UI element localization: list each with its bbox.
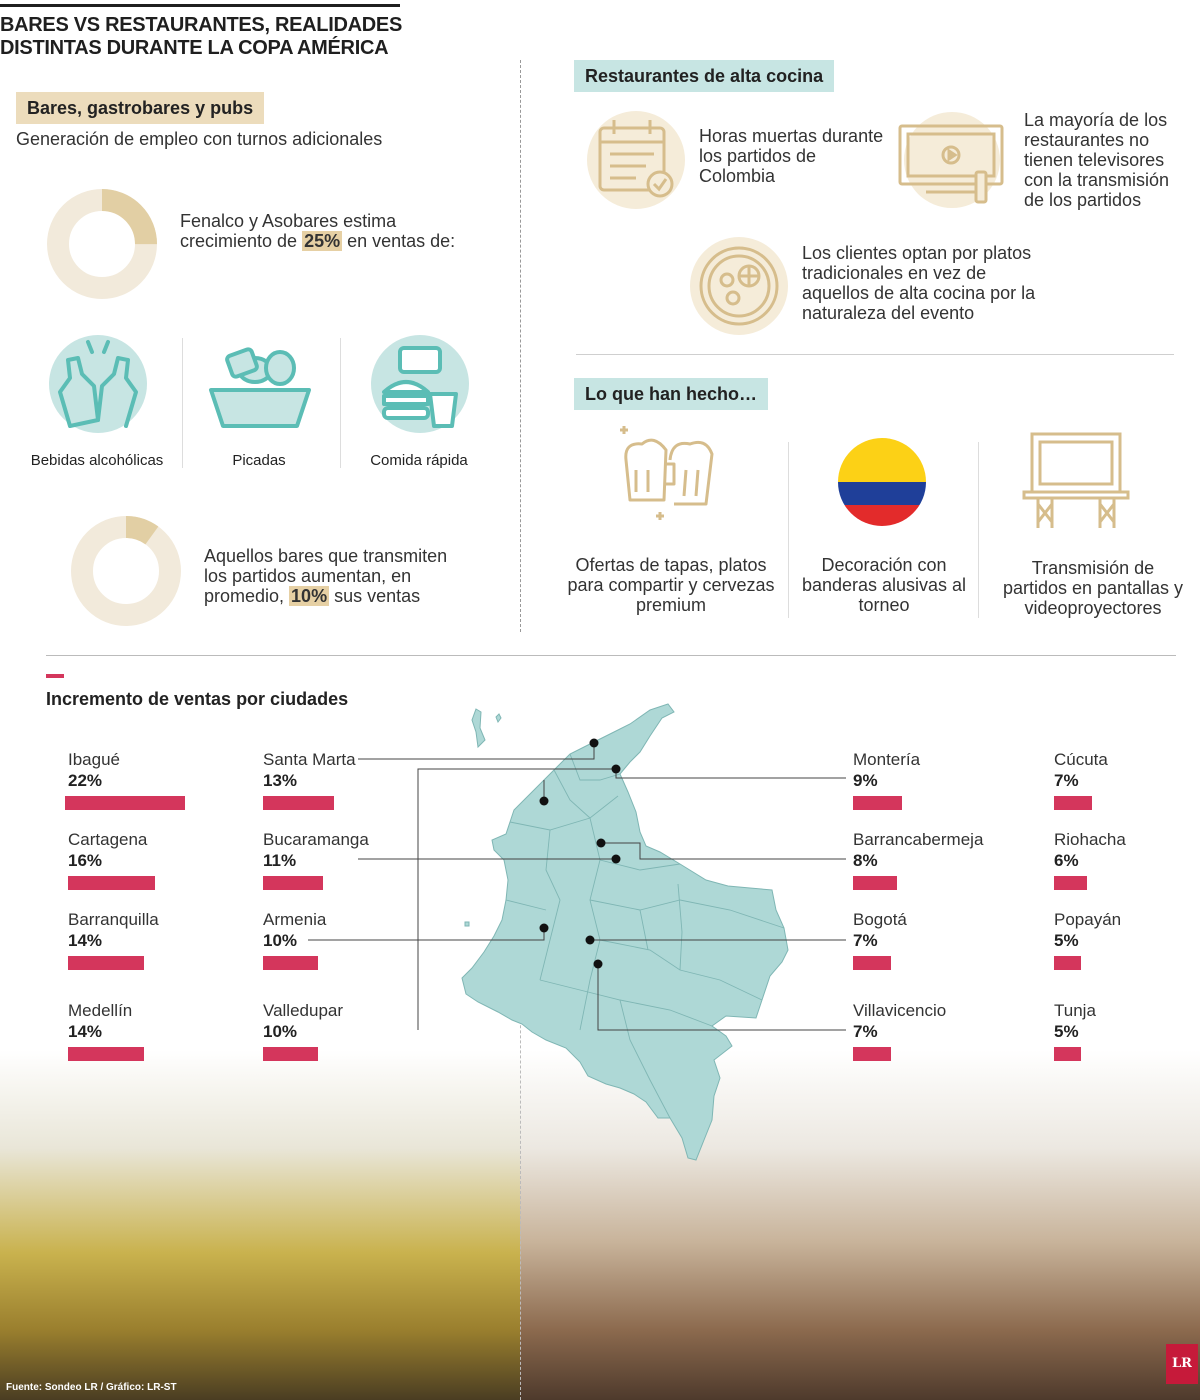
city-label: Tunja	[1054, 1001, 1096, 1020]
city-label: Santa Marta	[263, 750, 356, 769]
chart-title: Incremento de ventas por ciudades	[46, 689, 349, 709]
city-value-label: 11%	[263, 851, 297, 870]
city-value-label: 7%	[853, 931, 878, 950]
section-rule	[576, 354, 1174, 355]
bars-tag: Bares, gastrobares y pubs	[16, 92, 265, 124]
icon-divider	[182, 338, 183, 468]
city-value-label: 5%	[1054, 1022, 1079, 1041]
stat1-text: Fenalco y Asobares estima crecimiento de…	[180, 211, 456, 251]
city-label: Medellín	[68, 1001, 133, 1020]
city-bar	[1054, 876, 1087, 890]
city-value-label: 5%	[1054, 931, 1079, 950]
city-bar	[263, 1047, 318, 1061]
action-item-text: Ofertas de tapas, platos para compartir …	[567, 555, 775, 615]
city-label: Barrancabermeja	[853, 830, 984, 849]
city-label: Villavicencio	[853, 1001, 947, 1020]
restaurant-item-text: La mayoría de los restaurantes no tienen…	[1024, 110, 1170, 210]
action-item-text: Transmisión de partidos en pantallas y v…	[1002, 558, 1184, 618]
section-divider	[520, 60, 521, 632]
city-value-label: 8%	[853, 851, 878, 870]
city-bar	[263, 796, 334, 810]
city-value-label: 7%	[1054, 771, 1079, 790]
city-label: Popayán	[1054, 910, 1122, 929]
icon-divider	[788, 442, 789, 618]
calendar-icon	[587, 111, 685, 209]
icon-label: Comida rápida	[370, 452, 468, 469]
beer-mugs-icon	[620, 426, 714, 520]
restaurants-tag: Restaurantes de alta cocina	[574, 60, 835, 92]
actions-tag: Lo que han hecho…	[574, 378, 769, 410]
stat2-highlight: 10%	[289, 586, 330, 606]
city-value-label: 14%	[68, 1022, 103, 1041]
city-bar-chart: Ibagué 22% Cartagena 16% Barranquilla 14% Mede…	[65, 750, 1126, 1061]
tv-icon	[898, 112, 1004, 208]
city-label: Cartagena	[68, 830, 148, 849]
stat1-highlight: 25%	[302, 231, 343, 251]
city-label: Riohacha	[1054, 830, 1126, 849]
city-bar	[853, 876, 897, 890]
city-bar	[1054, 796, 1092, 810]
city-bar	[68, 956, 144, 970]
city-bar	[1054, 1047, 1081, 1061]
source-note: Fuente: Sondeo LR / Gráfico: LR-ST	[6, 1382, 177, 1393]
city-value-label: 13%	[263, 771, 298, 790]
city-label: Valledupar	[263, 1001, 344, 1020]
city-bar	[853, 1047, 891, 1061]
city-value-label: 7%	[853, 1022, 878, 1041]
city-bar	[65, 796, 185, 810]
city-label: Armenia	[263, 910, 327, 929]
city-value-label: 14%	[68, 931, 103, 950]
page-title: BARES VS RESTAURANTES, REALIDADES DISTIN…	[0, 14, 402, 59]
city-bar	[263, 876, 323, 890]
city-bar	[1054, 956, 1081, 970]
city-value-label: 10%	[263, 1022, 298, 1041]
icon-divider	[340, 338, 341, 468]
city-value-label: 10%	[263, 931, 298, 950]
photo-divider	[520, 960, 521, 1400]
leader-lines	[308, 738, 846, 1031]
city-value-label: 16%	[68, 851, 103, 870]
icon-divider	[978, 442, 979, 618]
donut-25	[47, 189, 157, 299]
fast-food-icon	[371, 335, 469, 433]
chart-accent-mark	[46, 674, 64, 678]
city-value-label: 22%	[68, 771, 103, 790]
donut-10	[71, 516, 181, 626]
title-rule	[0, 4, 400, 7]
screen-icon	[1022, 432, 1130, 528]
icon-label: Picadas	[232, 452, 286, 469]
city-bar	[263, 956, 318, 970]
bars-subtitle: Generación de empleo con turnos adiciona…	[16, 129, 383, 149]
snack-bowl-icon	[209, 347, 311, 428]
city-label: Cúcuta	[1054, 750, 1108, 769]
lr-logo: LR	[1166, 1344, 1198, 1384]
restaurant-item-text: Los clientes optan por platos tradiciona…	[802, 243, 1036, 323]
city-label: Montería	[853, 750, 921, 769]
section-rule	[46, 655, 1176, 656]
city-bar	[853, 796, 902, 810]
city-bar	[68, 876, 155, 890]
city-value-label: 6%	[1054, 851, 1079, 870]
colombia-map	[461, 703, 789, 1161]
city-bar	[853, 956, 891, 970]
beer-bottles-icon	[49, 335, 147, 433]
city-label: Bogotá	[853, 910, 907, 929]
city-label: Ibagué	[68, 750, 120, 769]
action-item-text: Decoración con banderas alusivas al torn…	[801, 555, 967, 615]
background-photo	[0, 1050, 1200, 1400]
restaurant-item-text: Horas muertas durante los partidos de Co…	[699, 126, 884, 186]
stat2-text: Aquellos bares que transmiten los partid…	[204, 546, 448, 606]
city-bar	[68, 1047, 144, 1061]
city-value-label: 9%	[853, 771, 878, 790]
icon-label: Bebidas alcohólicas	[30, 452, 164, 469]
dish-icon	[690, 237, 788, 335]
colombia-flag-icon	[838, 438, 926, 526]
city-label: Barranquilla	[68, 910, 159, 929]
city-label: Bucaramanga	[263, 830, 369, 849]
